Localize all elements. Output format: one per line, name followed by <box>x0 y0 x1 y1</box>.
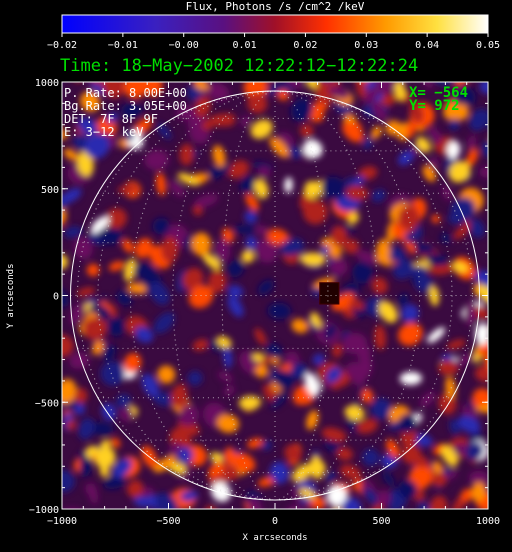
colorbar-title: Flux, Photons /s /cm^2 /keV <box>186 0 365 13</box>
x-tick-label: 0 <box>272 516 278 527</box>
colorbar-tick-label: −0.01 <box>108 40 138 51</box>
x-tick-label: 500 <box>372 516 390 527</box>
colorbar-tick-label: 0.05 <box>476 40 500 51</box>
cursor-x-readout: X= −564 <box>409 85 468 101</box>
y-tick-label: 500 <box>41 185 59 196</box>
x-tick-label: −500 <box>156 516 180 527</box>
x-axis-label: X arcseconds <box>242 533 307 543</box>
colorbar-tick-label: 0.03 <box>354 40 378 51</box>
colorbar-tick-label: −0.02 <box>47 40 77 51</box>
highlight-box <box>319 282 340 305</box>
colorbar-tick-label: −0.00 <box>169 40 199 51</box>
y-tick-label: −1000 <box>29 505 59 516</box>
colorbar-tick-label: 0.02 <box>293 40 317 51</box>
solar-limb-circle <box>70 90 480 501</box>
colorbar-tick-label: 0.04 <box>415 40 439 51</box>
colorbar <box>61 14 489 34</box>
colorbar-tick-label: 0.01 <box>233 40 257 51</box>
x-tick-label: 1000 <box>476 516 500 527</box>
info-energy: E: 3−12 keV <box>64 125 143 139</box>
x-tick-label: −1000 <box>47 516 77 527</box>
y-axis-ticks: 1000 500 0 −500 −1000 <box>29 78 488 516</box>
info-prate: P. Rate: 8.00E+00 <box>64 86 187 100</box>
y-tick-label: −500 <box>35 398 59 409</box>
y-axis-label: Y arcseconds <box>6 263 16 328</box>
colorbar-ticks: −0.02 −0.01 −0.00 0.01 0.02 0.03 0.04 0.05 <box>47 33 500 51</box>
info-detectors: DET: 7F 8F 9F <box>64 112 158 126</box>
x-axis-ticks: −1000 −500 0 500 1000 <box>47 82 500 527</box>
info-bgrate: Bg.Rate: 3.05E+00 <box>64 99 187 113</box>
time-label: Time: 18−May−2002 12:22:12−12:22:24 <box>60 56 418 76</box>
y-tick-label: 1000 <box>35 78 59 89</box>
heatmap-area <box>62 82 488 509</box>
cursor-y-readout: Y= 972 <box>409 98 460 114</box>
y-tick-label: 0 <box>53 292 59 303</box>
